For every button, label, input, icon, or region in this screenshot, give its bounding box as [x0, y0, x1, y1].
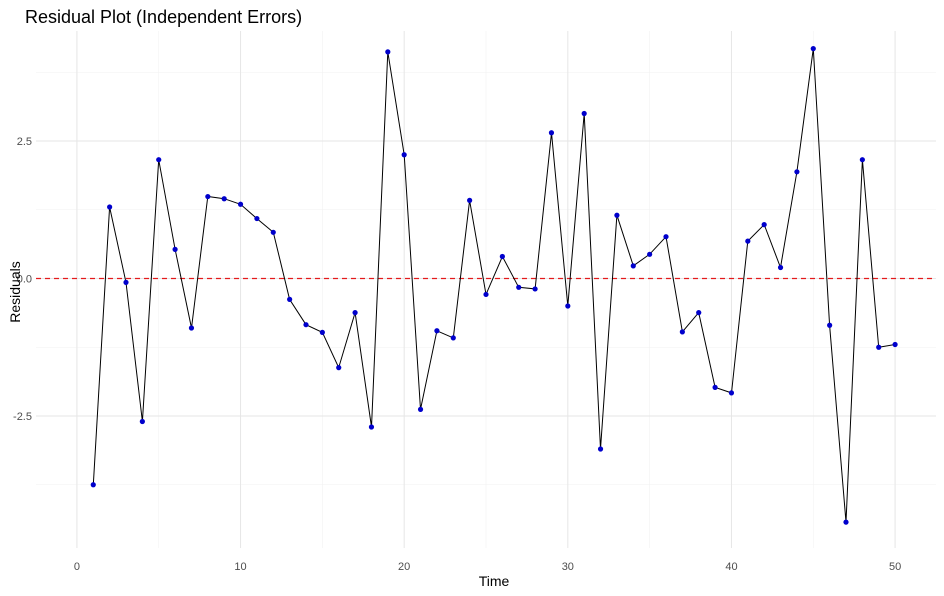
residual-point	[319, 329, 325, 335]
residual-point	[859, 157, 865, 163]
residual-point	[810, 46, 816, 52]
residual-point	[401, 152, 407, 158]
y-axis-title: Residuals	[7, 261, 23, 322]
y-tick-label: 0.0	[17, 274, 32, 286]
residual-point	[123, 279, 129, 285]
residual-point	[647, 251, 653, 257]
residual-point	[467, 197, 473, 203]
residual-point	[581, 110, 587, 117]
residual-point	[483, 291, 489, 298]
residual-point	[712, 384, 718, 390]
residual-point	[663, 234, 669, 240]
residual-point	[679, 329, 685, 335]
residual-point	[696, 310, 702, 316]
residual-point	[614, 212, 620, 218]
residual-point	[237, 201, 244, 207]
x-tick-label: 10	[234, 561, 246, 573]
residual-point	[843, 519, 849, 525]
residual-point	[630, 263, 636, 269]
residual-point	[761, 222, 767, 228]
residual-point	[450, 335, 456, 341]
residual-point	[188, 325, 195, 331]
residual-point	[368, 424, 375, 430]
minor-gridlines	[36, 31, 936, 548]
series-points-layer	[90, 46, 898, 525]
residual-point	[794, 169, 800, 175]
x-tick-labels: 0 10 20 30 40 50	[74, 561, 901, 573]
residual-point	[221, 196, 227, 202]
y-tick-label: -2.5	[13, 411, 32, 423]
residual-point	[172, 246, 178, 252]
x-tick-label: 30	[562, 561, 574, 573]
residual-point	[352, 310, 358, 316]
residual-point	[434, 328, 440, 334]
chart-title: Residual Plot (Independent Errors)	[25, 7, 302, 27]
x-tick-label: 20	[398, 561, 410, 573]
residual-series-line	[92, 48, 896, 523]
residual-point	[597, 446, 604, 452]
residual-point	[90, 482, 96, 488]
residual-point	[287, 296, 293, 302]
residual-point	[417, 406, 424, 412]
residual-point	[532, 286, 538, 292]
y-tick-label: 2.5	[17, 136, 32, 148]
residual-point	[254, 215, 260, 222]
residual-point	[303, 322, 309, 328]
y-tick-labels: -2.5 0.0 2.5	[13, 136, 32, 423]
residual-point	[565, 303, 571, 309]
residual-point	[827, 322, 833, 328]
residual-point	[516, 284, 522, 290]
residual-point	[777, 264, 784, 271]
residual-point	[745, 238, 751, 244]
x-axis-title: Time	[479, 573, 510, 589]
x-tick-label: 50	[889, 561, 901, 573]
series-line-layer	[92, 48, 896, 523]
residual-point	[385, 49, 391, 55]
residual-point	[270, 229, 276, 235]
residual-point	[139, 418, 145, 425]
residual-point	[156, 157, 162, 163]
residual-point	[892, 341, 898, 348]
residual-point	[336, 365, 342, 371]
residual-point	[876, 344, 882, 350]
residual-point	[548, 130, 555, 136]
residual-point	[499, 253, 505, 260]
x-tick-label: 0	[74, 561, 80, 573]
x-tick-label: 40	[725, 561, 737, 573]
residual-point	[205, 193, 211, 200]
residual-point	[728, 390, 735, 396]
residual-point	[107, 204, 113, 210]
